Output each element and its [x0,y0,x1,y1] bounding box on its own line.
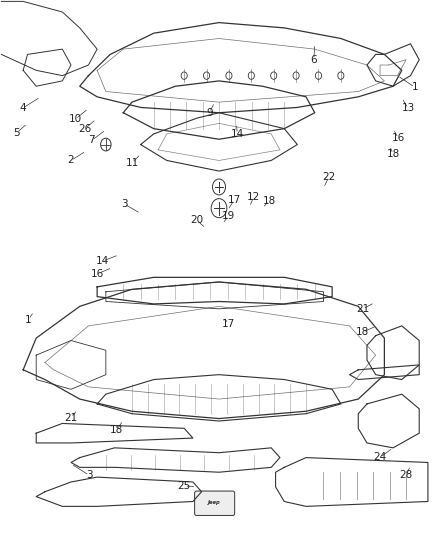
Text: 4: 4 [19,103,25,114]
Text: 11: 11 [125,158,138,168]
Text: 1: 1 [412,82,418,92]
Text: 2: 2 [68,156,74,165]
Text: 22: 22 [322,172,336,182]
Text: 7: 7 [88,135,95,146]
Text: 10: 10 [69,114,82,124]
Text: 14: 14 [231,129,244,139]
Text: 17: 17 [228,195,241,205]
Text: 6: 6 [311,55,317,64]
Text: 19: 19 [222,211,235,221]
Text: 26: 26 [78,124,92,134]
Text: 5: 5 [13,128,20,138]
Text: 17: 17 [222,319,235,329]
Text: 28: 28 [399,471,413,480]
Text: 13: 13 [402,103,415,114]
FancyBboxPatch shape [194,491,235,515]
Text: 18: 18 [110,425,124,435]
Text: 18: 18 [356,327,369,337]
Text: 18: 18 [262,196,276,206]
Text: 1: 1 [25,314,32,325]
Text: 21: 21 [356,304,369,314]
Text: 12: 12 [247,191,261,201]
Text: 20: 20 [190,215,203,225]
Text: 24: 24 [374,453,387,463]
Text: 16: 16 [91,269,104,279]
Text: 3: 3 [86,471,92,480]
Text: 3: 3 [121,199,127,209]
Text: 21: 21 [64,413,78,423]
Text: 9: 9 [206,108,213,118]
Text: Jeep: Jeep [208,500,221,505]
Text: 16: 16 [392,133,405,143]
Text: 18: 18 [386,149,400,159]
Text: 14: 14 [96,256,109,266]
Text: 25: 25 [177,481,191,491]
